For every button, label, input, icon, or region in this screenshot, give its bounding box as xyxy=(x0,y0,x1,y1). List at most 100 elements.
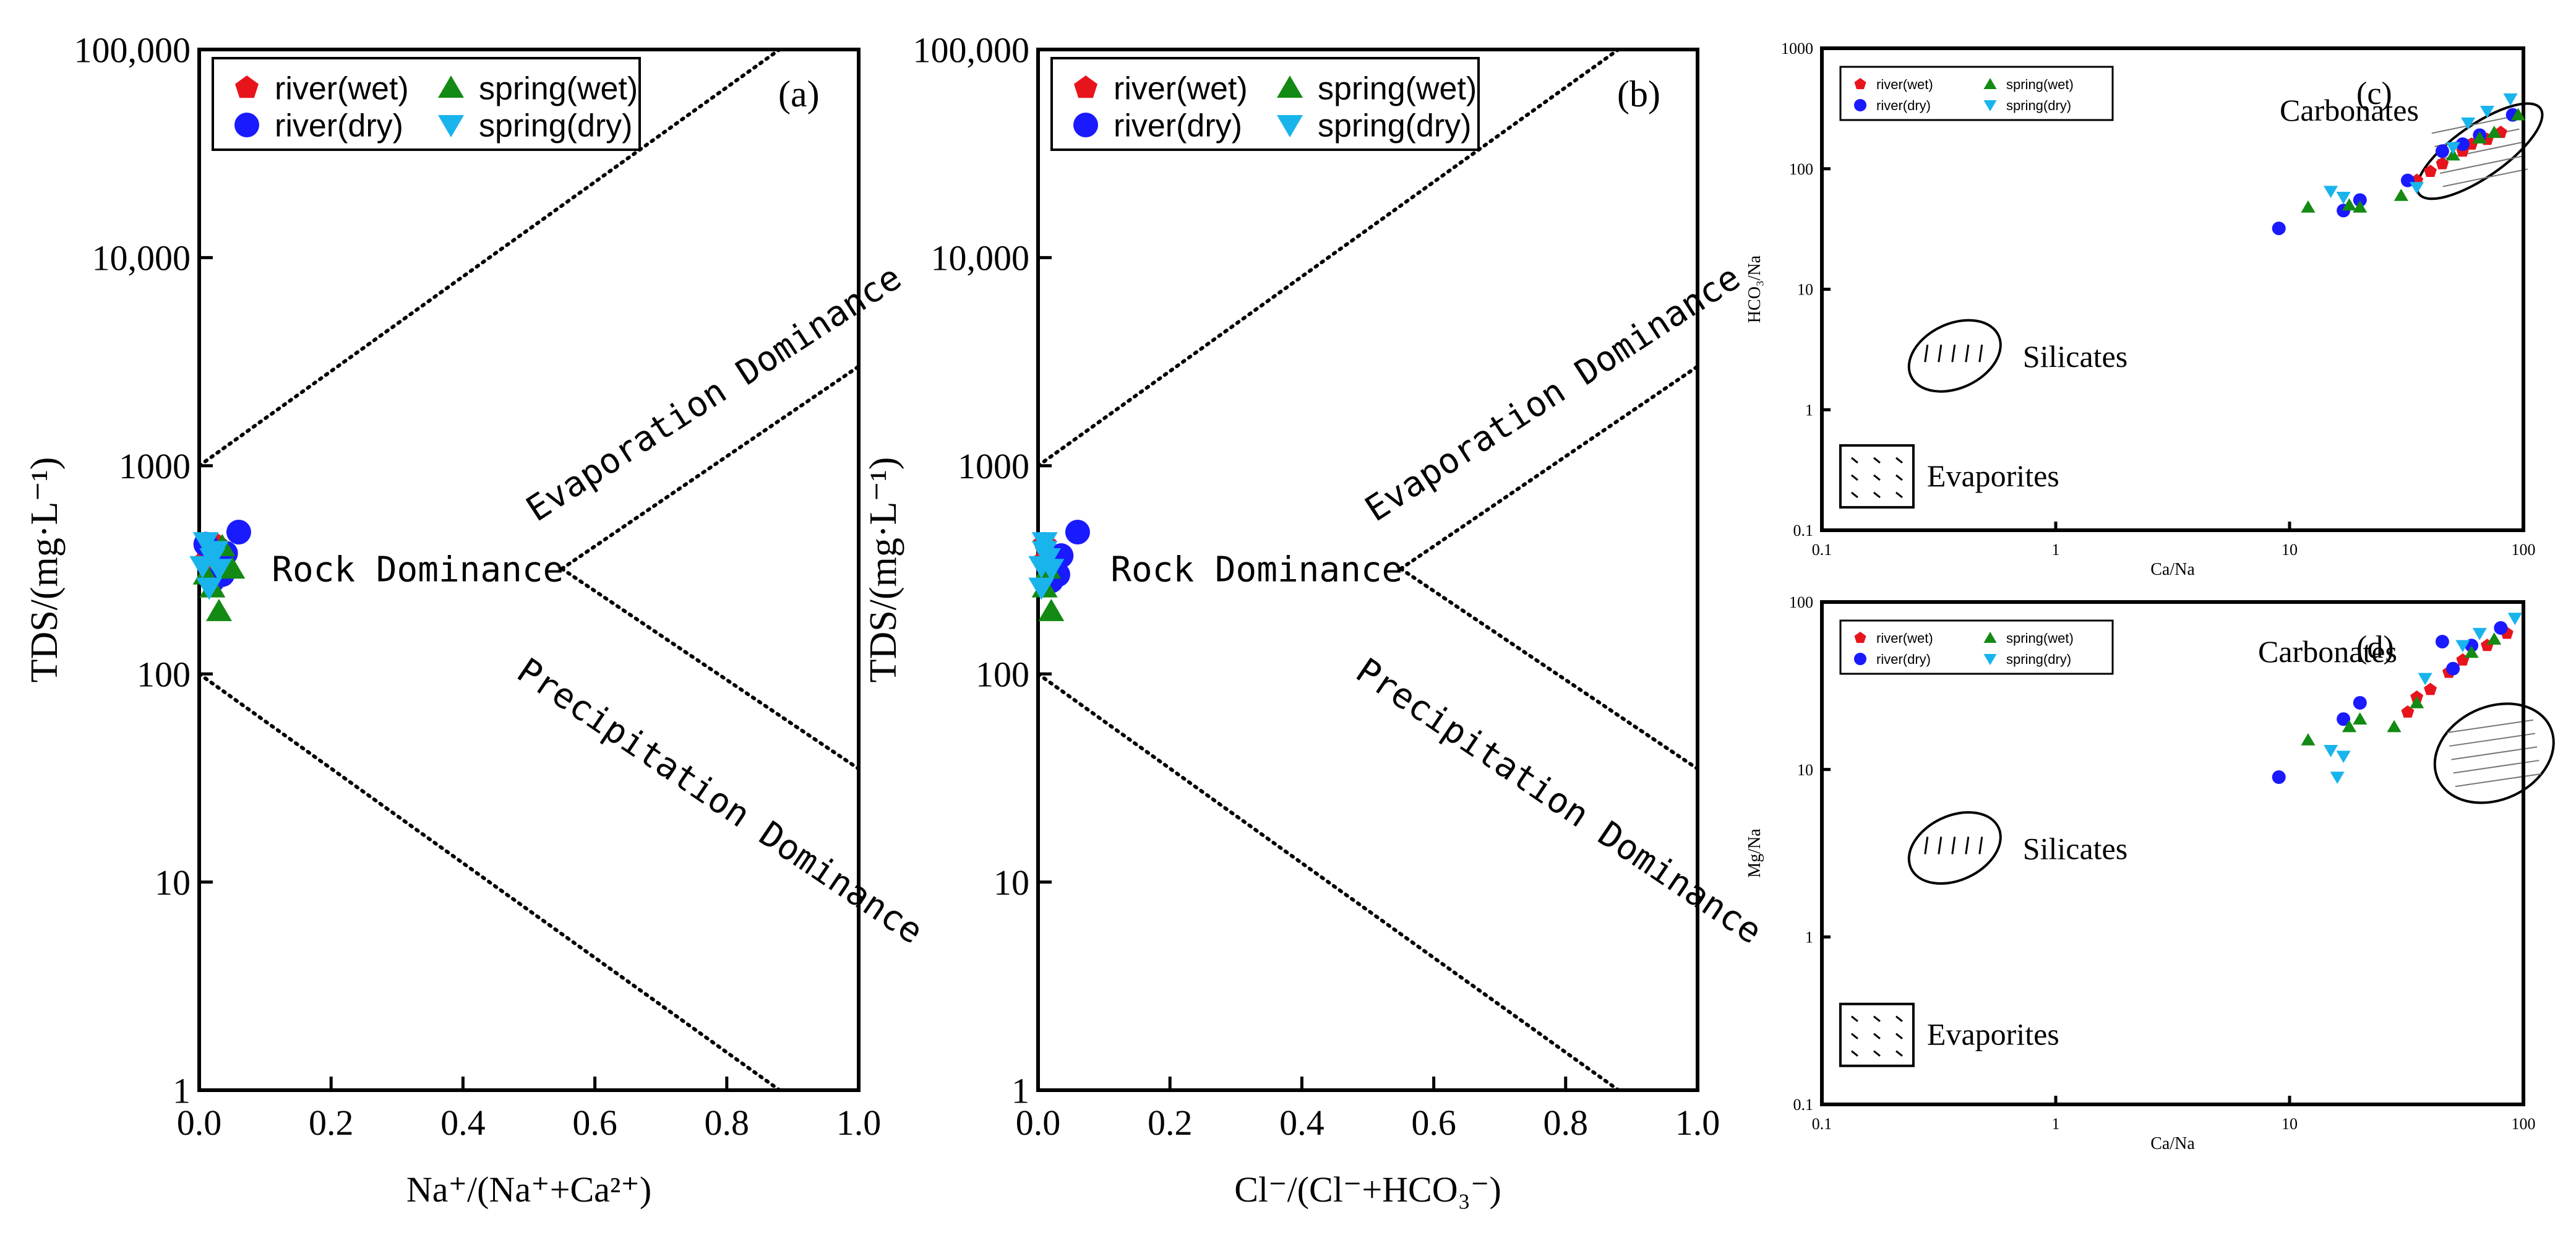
legend-box xyxy=(1839,66,2114,121)
y-tick-label: 100,000 xyxy=(74,30,191,70)
data-point-river_dry xyxy=(2272,222,2286,236)
evaporites-hatch xyxy=(1850,457,1858,464)
data-point-spring_dry xyxy=(2324,186,2338,199)
y-tick-label: 1 xyxy=(1805,401,1813,419)
legend-marker-spring_dry xyxy=(1983,100,1997,111)
legend-marker-river_wet xyxy=(235,75,259,98)
boundary-lower-left xyxy=(1038,672,1621,1090)
data-point-river_dry xyxy=(1065,520,1090,545)
legend-marker-spring_wet xyxy=(1277,75,1303,98)
y-axis-label: HCO₃/Na xyxy=(1745,255,1764,323)
data-point-spring_wet xyxy=(2353,200,2368,213)
panel-label: (d) xyxy=(2356,630,2394,665)
legend-label-river_wet: river(wet) xyxy=(1114,71,1248,107)
data-points xyxy=(1028,520,1090,621)
x-tick-label: 0.1 xyxy=(1812,541,1832,559)
data-point-river_dry xyxy=(226,520,251,545)
x-tick-label: 0.6 xyxy=(1411,1103,1456,1143)
data-point-spring_dry xyxy=(2507,613,2522,626)
y-tick-label: 1 xyxy=(173,1070,191,1111)
data-point-spring_wet xyxy=(2387,720,2402,733)
boundary-lower-left xyxy=(199,672,782,1090)
legend-label-river_dry: river(dry) xyxy=(1114,108,1242,144)
data-points xyxy=(189,520,251,621)
data-point-spring_wet xyxy=(2487,126,2502,138)
y-tick-label: 10,000 xyxy=(931,238,1030,278)
legend: river(wet)river(dry)spring(wet)spring(dr… xyxy=(212,57,641,151)
data-point-spring_dry xyxy=(2336,192,2351,204)
data-point-spring_wet xyxy=(2342,198,2357,211)
legend-label-spring_dry: spring(dry) xyxy=(2006,98,2071,113)
y-tick-label: 10 xyxy=(1797,281,1813,299)
boundary-upper-right xyxy=(1399,364,1698,571)
evaporites-hatch xyxy=(1895,1015,1903,1022)
y-tick-label: 1000 xyxy=(1781,40,1813,58)
data-point-spring_wet xyxy=(1038,598,1065,621)
legend-label-river_wet: river(wet) xyxy=(275,71,409,107)
y-tick-label: 10 xyxy=(155,862,191,903)
legend-label-river_dry: river(dry) xyxy=(1876,652,1931,667)
y-tick-label: 0.1 xyxy=(1793,522,1814,540)
silicates-hatch xyxy=(1978,837,1983,854)
data-point-spring_dry xyxy=(202,541,229,564)
legend-label-spring_wet: spring(wet) xyxy=(2006,630,2074,646)
data-point-river_dry xyxy=(2446,661,2460,676)
data-point-spring_wet xyxy=(2394,188,2408,201)
silicates-hatch xyxy=(1924,344,1929,363)
data-point-spring_wet xyxy=(2511,108,2526,121)
y-tick-label: 100 xyxy=(1789,160,1813,178)
legend-label-spring_dry: spring(dry) xyxy=(2006,652,2071,667)
x-axis-label: Cl⁻/(Cl⁻+HCO₃⁻) xyxy=(1234,1169,1501,1210)
data-point-spring_dry xyxy=(1028,577,1055,600)
y-tick-label: 100,000 xyxy=(913,30,1030,70)
legend-box xyxy=(1050,57,1480,151)
chart-panel-a: Evaporation Dominance Rock Dominance Preci… xyxy=(24,30,930,1210)
region-label-rock: Rock Dominance xyxy=(1110,549,1402,590)
data-point-river_wet xyxy=(2424,165,2437,177)
y-tick-label: 10,000 xyxy=(92,238,191,278)
silicates-hatch xyxy=(1978,344,1983,363)
evaporites-hatch xyxy=(1873,1050,1881,1057)
y-tick-label: 1 xyxy=(1011,1070,1029,1111)
legend-label-river_dry: river(dry) xyxy=(275,108,403,144)
legend-marker-river_dry xyxy=(1073,113,1098,137)
data-point-spring_wet xyxy=(2353,712,2368,725)
panel-label: (a) xyxy=(778,74,820,114)
evaporites-hatch xyxy=(1850,1033,1858,1039)
x-tick-label: 100 xyxy=(2512,1115,2536,1133)
legend-marker-spring_dry xyxy=(1277,115,1303,137)
evaporites-hatch xyxy=(1850,1015,1858,1022)
legend: river(wet)river(dry)spring(wet)spring(dr… xyxy=(1839,66,2114,121)
evaporites-hatch xyxy=(1895,491,1903,499)
silicates-hatch xyxy=(1951,837,1956,854)
region-label-carbonates: Carbonates xyxy=(2258,634,2397,669)
x-tick-label: 0.0 xyxy=(1016,1103,1061,1143)
legend-marker-river_wet xyxy=(1854,78,1866,90)
evaporites-hatch xyxy=(1873,474,1881,481)
x-tick-label: 0.8 xyxy=(1543,1103,1589,1143)
data-point-spring_wet xyxy=(2487,632,2502,645)
data-point-river_dry xyxy=(2353,193,2367,207)
data-point-river_wet xyxy=(2424,682,2437,695)
data-point-river_dry xyxy=(2494,621,2508,635)
silicates-hatch xyxy=(1924,837,1929,854)
data-point-spring_dry xyxy=(2418,673,2432,686)
silicates-hatch xyxy=(1951,344,1956,363)
evaporites-hatch xyxy=(1895,1033,1903,1039)
y-tick-label: 1000 xyxy=(119,446,191,486)
x-tick-label: 0.4 xyxy=(1279,1103,1324,1143)
silicates-hatch xyxy=(1938,344,1943,363)
chart-panel-b: Evaporation Dominance Rock Dominance Preci… xyxy=(862,30,1769,1210)
legend-label-spring_wet: spring(wet) xyxy=(479,71,638,107)
data-point-river_dry xyxy=(2435,635,2449,649)
carbonates-brick xyxy=(2442,168,2528,187)
evaporites-hatch xyxy=(1850,491,1858,499)
evaporites-hatch xyxy=(1895,1050,1903,1057)
x-tick-label: 1 xyxy=(2052,541,2060,559)
data-points xyxy=(2272,93,2526,236)
data-point-spring_dry xyxy=(195,577,222,600)
carbonates-brick xyxy=(2449,733,2535,747)
x-tick-label: 0.2 xyxy=(309,1103,354,1143)
boundary-lower-right xyxy=(560,567,859,771)
data-point-river_wet xyxy=(2401,705,2415,718)
